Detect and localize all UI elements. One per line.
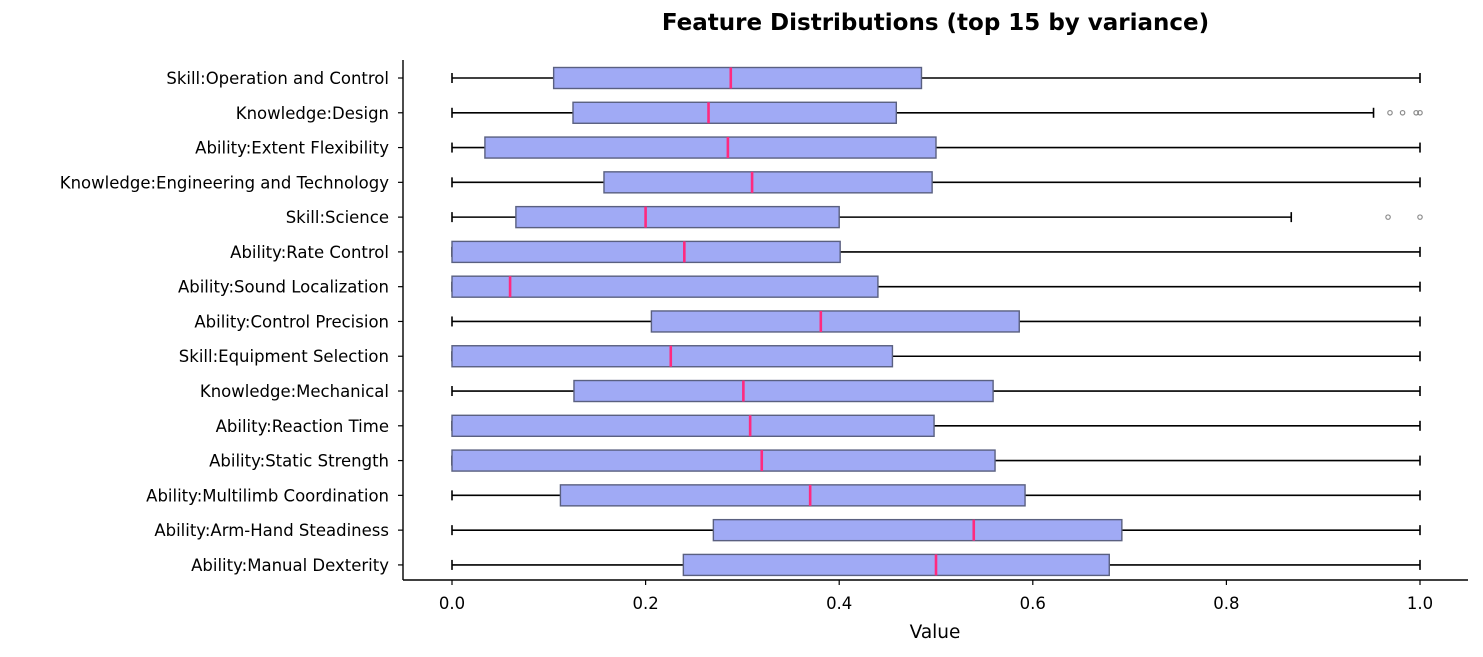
box-11	[451, 414, 1421, 437]
iqr-box	[515, 205, 840, 229]
iqr-box	[451, 240, 841, 264]
outlier-point	[1417, 109, 1423, 116]
box-7	[451, 275, 1421, 298]
x-axis-label: Value	[910, 622, 961, 643]
outlier-point	[1387, 109, 1393, 116]
box-13	[451, 484, 1421, 507]
y-tick-label: Ability:Control Precision	[194, 312, 389, 331]
box-2	[451, 101, 1423, 124]
y-tick-label: Ability:Extent Flexibility	[195, 139, 389, 158]
y-tick-label: Ability:Multilimb Coordination	[146, 486, 389, 505]
y-tick-label: Ability:Manual Dexterity	[191, 556, 389, 575]
y-tick-label: Skill:Science	[286, 208, 389, 227]
y-tick-label: Ability:Rate Control	[230, 243, 389, 262]
iqr-box	[712, 518, 1123, 542]
box-5	[451, 205, 1423, 229]
chart-title: Feature Distributions (top 15 by varianc…	[661, 10, 1210, 36]
box-15	[451, 553, 1421, 577]
x-tick-label: 1.0	[1407, 594, 1433, 613]
iqr-box	[451, 414, 935, 437]
x-tick-label: 0.6	[1020, 594, 1046, 613]
iqr-box	[650, 310, 1020, 333]
y-tick-label: Skill:Equipment Selection	[179, 347, 389, 366]
y-tick-label: Knowledge:Design	[236, 104, 389, 123]
x-tick-label: 0.2	[632, 594, 658, 613]
box-9	[451, 345, 1421, 368]
box-1	[451, 66, 1421, 90]
box-12	[451, 449, 1421, 472]
x-tick-label: 0.0	[439, 594, 465, 613]
box-4	[451, 171, 1421, 194]
y-tick-label: Knowledge:Mechanical	[200, 382, 389, 401]
iqr-box	[451, 449, 996, 472]
outlier-point	[1385, 214, 1391, 220]
outlier-point	[1399, 109, 1406, 116]
iqr-box	[559, 484, 1026, 507]
x-tick-label: 0.4	[826, 594, 852, 613]
y-tick-label: Ability:Static Strength	[209, 452, 389, 471]
outlier-point	[1417, 214, 1423, 220]
iqr-box	[682, 553, 1110, 577]
y-tick-label: Knowledge:Engineering and Technology	[60, 173, 389, 192]
box-6	[451, 240, 1421, 264]
iqr-box	[451, 345, 894, 368]
box-3	[451, 136, 1421, 159]
y-tick-label: Ability:Arm-Hand Steadiness	[154, 521, 389, 540]
iqr-box	[552, 66, 923, 90]
iqr-box	[484, 136, 937, 159]
y-tick-label: Skill:Operation and Control	[166, 69, 389, 88]
iqr-box	[451, 275, 879, 298]
y-tick-label: Ability:Reaction Time	[216, 417, 389, 436]
box-10	[451, 379, 1421, 403]
x-tick-label: 0.8	[1213, 594, 1239, 613]
y-tick-label: Ability:Sound Localization	[178, 278, 389, 297]
iqr-box	[603, 171, 933, 194]
iqr-box	[572, 101, 898, 124]
box-8	[451, 310, 1421, 333]
box-14	[451, 518, 1421, 542]
iqr-box	[573, 379, 994, 403]
